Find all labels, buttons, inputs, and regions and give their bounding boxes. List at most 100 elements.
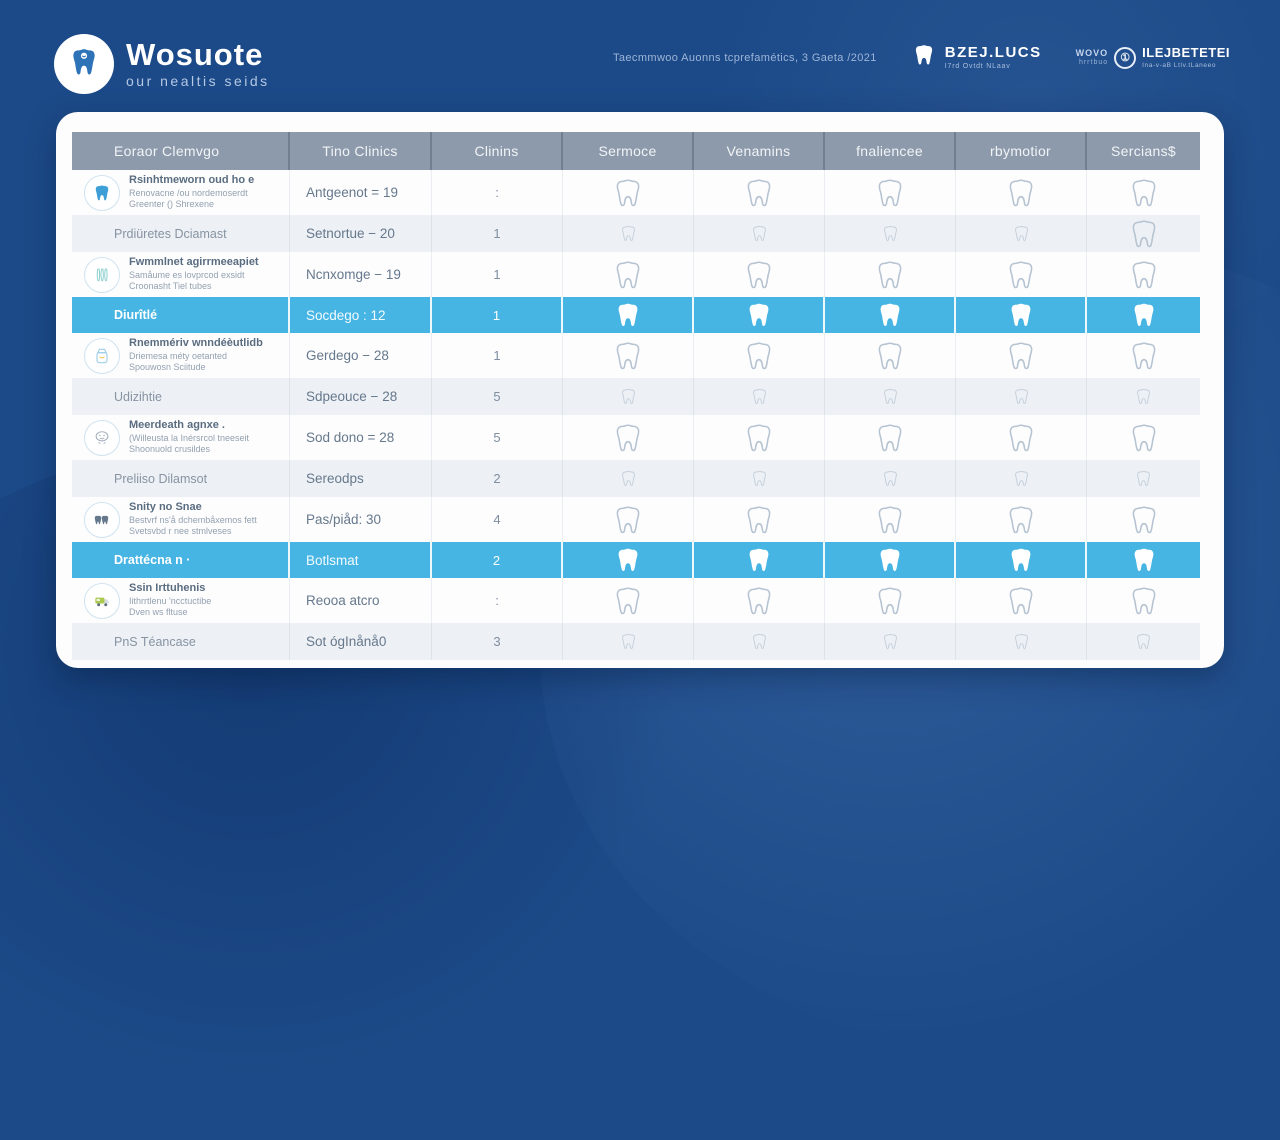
tooth-rating-cell (563, 497, 694, 542)
tooth-icon (613, 545, 643, 575)
tooth-icon (1012, 224, 1031, 243)
tooth-rating-cell (1087, 378, 1200, 415)
tooth-icon (750, 469, 769, 488)
clinic-value-cell: Ncnxomge − 19 (290, 252, 432, 297)
clinic-name-cell: Snity no Snae Bestvrf ns'å dchembåxemos f… (72, 497, 290, 542)
table-row[interactable]: Meerdeath agnxe . (Willeusta la Inérsrcol… (72, 415, 1200, 460)
tooth-icon (611, 421, 645, 455)
tooth-rating-cell (1087, 415, 1200, 460)
tooth-icon (742, 258, 776, 292)
clinic-title-line: Snity no Snae (129, 501, 202, 514)
tooth-icon (911, 42, 937, 73)
table-row[interactable]: Prdiüretes Dciamast Setnortue − 20 1 (72, 215, 1200, 252)
clinic-name-cell: Fwmmlnet agirrmeeapiet Samåume es lovprco… (72, 252, 290, 297)
tooth-rating-cell (563, 460, 694, 497)
clinic-name-cell: Meerdeath agnxe . (Willeusta la Inérsrcol… (72, 415, 290, 460)
clinic-name-cell: Drattécna n · (72, 542, 290, 578)
table-row[interactable]: Udizihtie Sdpeouce − 28 5 (72, 378, 1200, 415)
clinic-title: Udizihtie (114, 389, 162, 404)
clinic-title-line: Fwmmlnet agirrmeeapiet (129, 256, 259, 269)
partner-2-prefix: WOVO (1075, 47, 1109, 58)
tooth-icon (1127, 584, 1161, 618)
partner-1-sub: I7rd Ovtdt NLaav (944, 63, 1011, 70)
app-header: Wosuote our nealtis seids Taecmmwoo Auon… (54, 34, 1230, 94)
tooth-rating-cell (1087, 333, 1200, 378)
tooth-icon (873, 503, 907, 537)
clinic-value-cell: Socdego : 12 (290, 297, 432, 333)
partner-2-prefix-sub: hrrtbuo (1078, 58, 1109, 66)
tooth-rating-cell (1087, 542, 1200, 578)
clinic-value-cell: Sot ógInånå0 (290, 623, 432, 660)
brand-title: Wosuote (126, 36, 264, 72)
tooth-icon (619, 632, 638, 651)
tooth-icon (875, 300, 905, 330)
partner-logo-2: WOVO hrrtbuo ① ILEJBETETEI Ina-v-aB Ltlv… (1076, 46, 1230, 69)
tooth-icon (611, 176, 645, 210)
tooth-icon (1127, 258, 1161, 292)
table-row[interactable]: Diurîtlé Socdego : 12 1 (72, 297, 1200, 333)
column-header-6: rbymotior (956, 132, 1087, 170)
clinic-title-line: Iithrrtlenu 'ncctuctibe (129, 596, 212, 607)
table-row[interactable]: Fwmmlnet agirrmeeapiet Samåume es lovprco… (72, 252, 1200, 297)
tooth-rating-cell (694, 415, 825, 460)
brand-subtitle: our nealtis seids (126, 73, 270, 90)
clinic-name-cell: Preliiso Dilamsot (72, 460, 290, 497)
tooth-icon (1004, 421, 1038, 455)
tooth-rating-cell (1087, 252, 1200, 297)
brand-logo (54, 34, 114, 94)
tooth-icon (1012, 632, 1031, 651)
clinic-title-line: Rnemmériv wnndéèutlidb (129, 337, 263, 350)
clinic-name-cell: Rsinhtmeworn oud ho e Renovacne /ou norde… (72, 170, 290, 215)
table-row[interactable]: Rsinhtmeworn oud ho e Renovacne /ou norde… (72, 170, 1200, 215)
tooth-icon (742, 584, 776, 618)
clinic-value-cell: Setnortue − 20 (290, 215, 432, 252)
table-row[interactable]: Drattécna n · Botlsmat 2 (72, 542, 1200, 578)
tooth-rating-cell (825, 415, 956, 460)
column-header-3: Sermoce (563, 132, 694, 170)
table-row[interactable]: Rnemmériv wnndéèutlidb Driemesa méty oeta… (72, 333, 1200, 378)
count-cell: 1 (432, 333, 563, 378)
tooth-rating-cell (694, 542, 825, 578)
tooth-icon (873, 339, 907, 373)
tooth-icon (84, 174, 120, 211)
partner-1-name: BZEJ.LUCS (944, 44, 1042, 61)
partner-logo-1: BZEJ.LUCS I7rd Ovtdt NLaav (911, 42, 1042, 73)
tooth-rating-cell (956, 497, 1087, 542)
tooth-rating-cell (1087, 297, 1200, 333)
tooth-icon (881, 387, 900, 406)
column-header-2: Clinins (432, 132, 563, 170)
tooth-icon (1127, 421, 1161, 455)
clinic-value-cell: Sod dono = 28 (290, 415, 432, 460)
clinic-title: Prdiüretes Dciamast (114, 226, 227, 241)
count-cell: 2 (432, 542, 563, 578)
tooth-icon (750, 632, 769, 651)
clinic-title-line: Renovacne /ou nordemoserdt (129, 188, 248, 199)
tooth-icon (619, 224, 638, 243)
tooth-icon (1134, 632, 1153, 651)
count-cell: : (432, 578, 563, 623)
tooth-icon (750, 224, 769, 243)
tooth-rating-cell (825, 252, 956, 297)
clinic-title-line: Greenter () Shrexene (129, 199, 215, 210)
table-row[interactable]: Snity no Snae Bestvrf ns'å dchembåxemos f… (72, 497, 1200, 542)
tooth-rating-cell (825, 378, 956, 415)
tooth-rating-cell (825, 297, 956, 333)
partner-2-name: ILEJBETETEI (1142, 45, 1230, 60)
table-row[interactable]: PnS Téancase Sot ógInånå0 3 (72, 623, 1200, 660)
tooth-icon (742, 339, 776, 373)
clinic-name-cell: Prdiüretes Dciamast (72, 215, 290, 252)
tooth-icon (1004, 339, 1038, 373)
clinic-name-cell: Rnemmériv wnndéèutlidb Driemesa méty oeta… (72, 333, 290, 378)
column-header-1: Tino Clinics (290, 132, 432, 170)
tooth-icon (1004, 176, 1038, 210)
table-row[interactable]: Ssin Irttuhenis Iithrrtlenu 'ncctuctibe Dv… (72, 578, 1200, 623)
tooth-rating-cell (825, 623, 956, 660)
tooth-icon (1134, 387, 1153, 406)
count-cell: 3 (432, 623, 563, 660)
table-row[interactable]: Preliiso Dilamsot Sereodps 2 (72, 460, 1200, 497)
clinic-name-cell: Udizihtie (72, 378, 290, 415)
teeth-pair-icon (84, 501, 120, 538)
tooth-rating-cell (694, 497, 825, 542)
clinic-title-line: Samåume es lovprcod exsidt (129, 270, 245, 281)
tooth-rating-cell (563, 170, 694, 215)
